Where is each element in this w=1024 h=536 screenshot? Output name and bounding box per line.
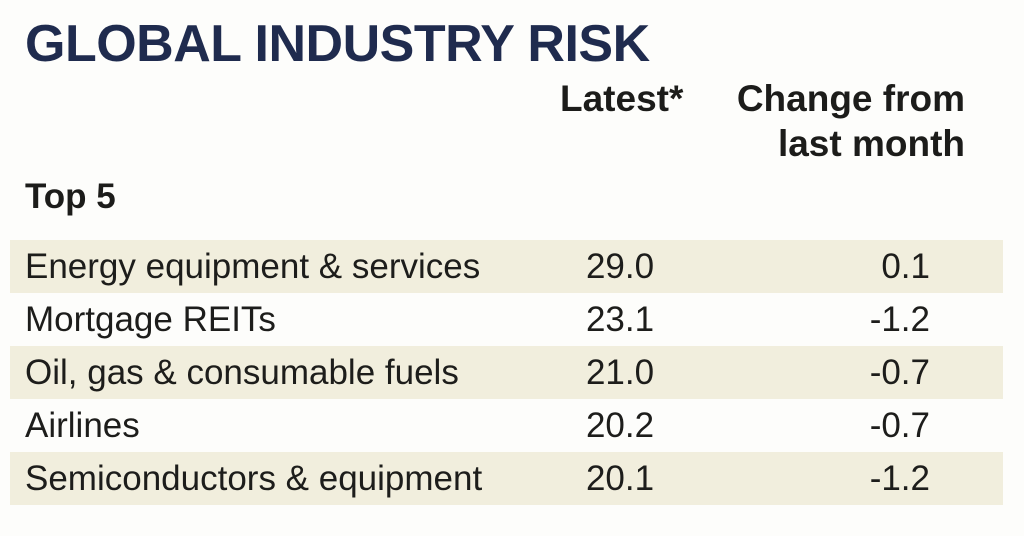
table-row: Energy equipment & services 29.0 0.1 [10, 240, 1003, 293]
latest-value-cell: 29.0 [585, 247, 655, 286]
change-value-cell: 0.1 [881, 247, 930, 286]
page-title: GLOBAL INDUSTRY RISK [25, 15, 650, 73]
section-label-top5: Top 5 [25, 177, 116, 216]
table-row: Semiconductors & equipment 20.1 -1.2 [10, 452, 1003, 505]
industry-name-cell: Oil, gas & consumable fuels [25, 353, 459, 392]
column-header-latest: Latest* [560, 78, 684, 119]
industry-name-cell: Airlines [25, 406, 140, 445]
industry-name-cell: Energy equipment & services [25, 247, 481, 286]
latest-value-cell: 23.1 [585, 300, 655, 339]
change-value-cell: -0.7 [869, 406, 930, 445]
change-value-cell: -1.2 [869, 459, 930, 498]
industry-name-cell: Mortgage REITs [25, 300, 276, 339]
table-row: Oil, gas & consumable fuels 21.0 -0.7 [10, 346, 1003, 399]
table-header-row: Latest* Change from last month [10, 76, 1003, 166]
change-value-cell: -1.2 [869, 300, 930, 339]
latest-value-cell: 20.1 [585, 459, 655, 498]
latest-value-cell: 21.0 [585, 353, 655, 392]
risk-table: Energy equipment & services 29.0 0.1 Mor… [10, 240, 1003, 505]
table-row: Mortgage REITs 23.1 -1.2 [10, 293, 1003, 346]
change-value-cell: -0.7 [869, 353, 930, 392]
table-row: Airlines 20.2 -0.7 [10, 399, 1003, 452]
column-header-change-from-last-month: Change from last month [736, 78, 965, 164]
latest-value-cell: 20.2 [585, 406, 655, 445]
industry-name-cell: Semiconductors & equipment [25, 459, 483, 498]
